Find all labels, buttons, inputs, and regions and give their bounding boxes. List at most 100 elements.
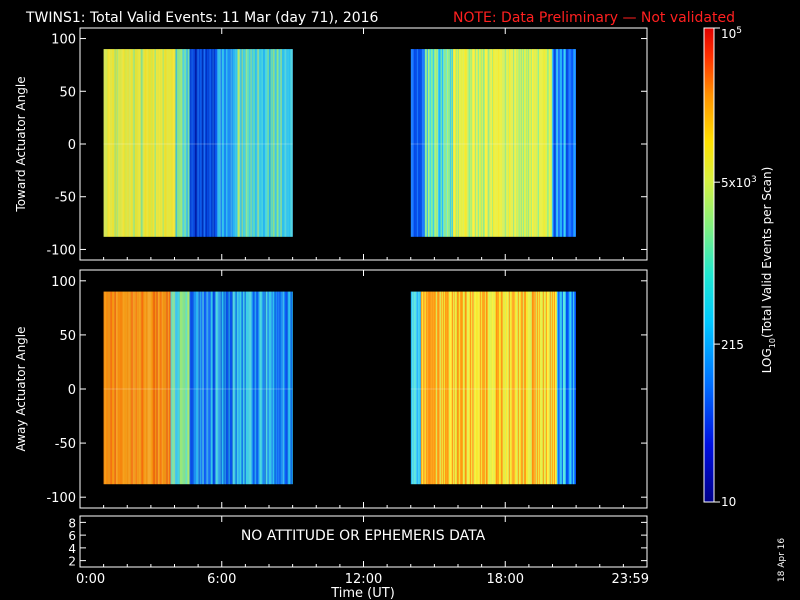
heatmap-column xyxy=(166,49,168,237)
heatmap-column xyxy=(425,291,427,485)
ytick-label: -100 xyxy=(46,491,76,506)
heatmap-column xyxy=(535,49,537,237)
heatmap-column xyxy=(518,291,520,485)
heatmap-column xyxy=(437,291,439,485)
heatmap-column xyxy=(150,49,152,237)
heatmap-column xyxy=(258,49,260,237)
heatmap-column xyxy=(553,49,555,237)
heatmap-column xyxy=(548,291,550,485)
heatmap-column xyxy=(179,291,181,485)
heatmap-column xyxy=(275,291,277,485)
heatmap-column xyxy=(260,291,262,485)
heatmap-column xyxy=(569,291,571,485)
heatmap-column xyxy=(167,291,169,485)
heatmap-column xyxy=(555,291,557,485)
heatmap-column xyxy=(176,49,178,237)
heatmap-column xyxy=(465,291,467,485)
heatmap-column xyxy=(482,291,484,485)
heatmap-column xyxy=(423,291,425,485)
heatmap-column xyxy=(411,291,413,485)
heatmap-column xyxy=(193,291,195,485)
heatmap-column xyxy=(242,49,244,237)
heatmap-column xyxy=(527,291,529,485)
heatmap-column xyxy=(500,49,502,237)
heatmap-column xyxy=(509,49,511,237)
heatmap-column xyxy=(466,49,468,237)
heatmap-column xyxy=(571,291,573,485)
heatmap-column xyxy=(524,49,526,237)
heatmap-column xyxy=(278,291,280,485)
heatmap-column xyxy=(520,291,522,485)
heatmap-column xyxy=(259,49,261,237)
heatmap-column xyxy=(276,49,278,237)
heatmap-column xyxy=(179,49,181,237)
heatmap-column xyxy=(180,49,182,237)
heatmap-column xyxy=(216,291,218,485)
heatmap-column xyxy=(221,291,223,485)
ytick-label: 6 xyxy=(68,529,76,543)
heatmap-column xyxy=(196,49,198,237)
heatmap-column xyxy=(230,49,232,237)
heatmap-column xyxy=(557,49,559,237)
heatmap-column xyxy=(551,291,553,485)
heatmap-column xyxy=(467,49,469,237)
heatmap-column xyxy=(165,49,167,237)
heatmap-column xyxy=(221,49,223,237)
heatmap-column xyxy=(489,49,491,237)
heatmap-column xyxy=(237,291,239,485)
heatmap-column xyxy=(262,49,264,237)
heatmap-column xyxy=(567,291,569,485)
heatmap-column xyxy=(462,291,464,485)
ytick-label: -50 xyxy=(55,437,76,452)
heatmap-column xyxy=(554,291,556,485)
heatmap-column xyxy=(265,49,267,237)
heatmap-column xyxy=(273,49,275,237)
heatmap-column xyxy=(233,291,235,485)
heatmap-column xyxy=(561,291,563,485)
heatmap-column xyxy=(498,49,500,237)
heatmap-column xyxy=(526,291,528,485)
heatmap-column xyxy=(209,291,211,485)
heatmap-column xyxy=(223,49,225,237)
heatmap-column xyxy=(211,49,213,237)
heatmap-column xyxy=(565,291,567,485)
heatmap-column xyxy=(452,49,454,237)
heatmap-column xyxy=(498,291,500,485)
heatmap-column xyxy=(115,49,117,237)
zero-angle-band xyxy=(103,143,293,145)
heatmap-column xyxy=(526,49,528,237)
heatmap-column xyxy=(477,49,479,237)
heatmap-column xyxy=(557,291,559,485)
heatmap-column xyxy=(290,49,292,237)
heatmap-column xyxy=(472,49,474,237)
heatmap-column xyxy=(133,49,135,237)
heatmap-column xyxy=(502,291,504,485)
heatmap-column xyxy=(176,291,178,485)
heatmap-column xyxy=(200,291,202,485)
heatmap-column xyxy=(552,49,554,237)
xtick-label: 23:59 xyxy=(612,572,649,587)
heatmap-column xyxy=(546,291,548,485)
heatmap-column xyxy=(456,49,458,237)
heatmap-column xyxy=(421,291,423,485)
heatmap-column xyxy=(110,49,112,237)
heatmap-column xyxy=(241,49,243,237)
heatmap-column xyxy=(554,49,556,237)
heatmap-column xyxy=(260,49,262,237)
heatmap-column xyxy=(132,49,134,237)
heatmap-column xyxy=(486,291,488,485)
ytick-label: 2 xyxy=(68,555,76,569)
heatmap-column xyxy=(426,291,428,485)
heatmap-column xyxy=(535,291,537,485)
heatmap-column xyxy=(483,291,485,485)
heatmap-column xyxy=(450,49,452,237)
heatmap-column xyxy=(164,49,166,237)
heatmap-column xyxy=(411,49,413,237)
heatmap-column xyxy=(239,49,241,237)
heatmap-column xyxy=(568,49,570,237)
heatmap-column xyxy=(499,49,501,237)
heatmap-column xyxy=(474,291,476,485)
heatmap-column xyxy=(156,49,158,237)
heatmap-column xyxy=(162,291,164,485)
